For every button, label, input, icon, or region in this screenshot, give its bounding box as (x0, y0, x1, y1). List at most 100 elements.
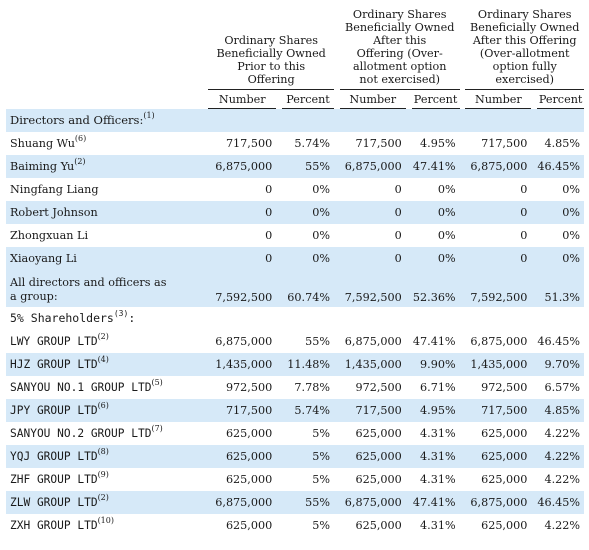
cell-n2: 1,435,000 (339, 353, 406, 376)
cell-n1: 0 (265, 229, 273, 242)
cell-n1: 6,875,000 (215, 335, 273, 348)
cell-n3: 625,000 (481, 519, 528, 532)
cell-p1: 11.48% (282, 353, 334, 376)
cell-n3: 717,500 (465, 399, 532, 422)
shareholder-row: JPY GROUP LTD(6) 717,500 5.74% 717,500 4.95%… (6, 399, 584, 422)
col-percent-3: Percent (537, 90, 584, 109)
cell-n1: 972,500 (225, 381, 273, 394)
cell-p2: 4.95% (420, 137, 456, 150)
cell-n3: 6,875,000 (465, 155, 532, 178)
cell-p1: 0% (312, 229, 330, 242)
row-name: Zhongxuan Li (10, 229, 89, 242)
cell-p3: 0% (537, 201, 584, 224)
section-directors-sup: (1) (143, 111, 155, 121)
director-row: Shuang Wu(6) 717,500 5.74% 717,500 4.95% 717,… (6, 132, 584, 155)
cell-p3: 4.85% (537, 399, 584, 422)
total-n3: 7,592,500 (465, 270, 532, 307)
footnote-ref: (6) (74, 134, 87, 144)
footnote-ref: (5) (151, 378, 163, 388)
cell-n2: 0 (339, 247, 406, 270)
cell-p3: 9.70% (537, 353, 584, 376)
cell-p2: 4.31% (411, 445, 460, 468)
cell-p3: 4.22% (537, 445, 584, 468)
row-name: Shuang Wu(6) (10, 134, 87, 150)
cell-p3: 46.45% (537, 491, 584, 514)
cell-n2: 717,500 (355, 137, 402, 150)
cell-p1: 5.74% (294, 137, 330, 150)
total-p1: 60.74% (282, 270, 334, 307)
footnote-ref: (4) (97, 355, 109, 365)
cell-n2: 6,875,000 (339, 491, 406, 514)
footnote-ref: (2) (97, 332, 109, 342)
director-row: Xiaoyang Li 0 0% 0 0% 0 0% (6, 247, 584, 270)
section-shareholders-sup: (3) (113, 309, 129, 319)
cell-n2: 625,000 (339, 445, 406, 468)
footnote-ref: (9) (97, 470, 109, 480)
section-directors-label: Directors and Officers: (10, 113, 144, 127)
director-row: Ningfang Liang 0 0% 0 0% 0 0% (6, 178, 584, 201)
ownership-table: Ordinary Shares Beneficially Owned Prior… (6, 8, 584, 537)
cell-p3: 4.22% (544, 473, 580, 486)
footnote-ref: (8) (97, 447, 109, 457)
cell-n1: 0 (265, 183, 273, 196)
cell-p3: 46.45% (537, 155, 584, 178)
cell-n1: 717,500 (225, 137, 273, 150)
row-name: Xiaoyang Li (6, 247, 209, 270)
cell-n2: 0 (394, 229, 402, 242)
footnote-ref: (2) (97, 493, 109, 503)
row-name: YQJ GROUP LTD(8) (6, 445, 209, 468)
header-after-offering-fully-exercised: Ordinary Shares Beneficially Owned After… (465, 8, 584, 90)
cell-p1: 7.78% (294, 381, 330, 394)
cell-n3: 625,000 (481, 427, 528, 440)
cell-p3: 4.85% (544, 137, 580, 150)
col-number-3: Number (465, 90, 532, 109)
cell-p3: 0% (562, 183, 580, 196)
shareholder-row: YQJ GROUP LTD(8) 625,000 5% 625,000 4.31% 625… (6, 445, 584, 468)
cell-n2: 625,000 (355, 519, 402, 532)
row-name: ZXH GROUP LTD(10) (10, 516, 114, 532)
cell-n1: 6,875,000 (208, 491, 277, 514)
shareholder-row: ZLW GROUP LTD(2) 6,875,000 55% 6,875,000 47.… (6, 491, 584, 514)
col-percent-2: Percent (411, 90, 460, 109)
cell-p1: 0% (282, 247, 334, 270)
row-name: Baiming Yu(2) (6, 155, 209, 178)
section-directors: Directors and Officers:(1) (6, 109, 584, 132)
cell-p1: 55% (282, 491, 334, 514)
cell-n1: 625,000 (225, 427, 273, 440)
cell-n1: 0 (208, 201, 277, 224)
footnote-ref: (2) (74, 157, 86, 167)
shareholder-row: ZHF GROUP LTD(9) 625,000 5% 625,000 4.31% 625… (6, 468, 584, 491)
cell-p2: 0% (437, 183, 456, 196)
row-name: JPY GROUP LTD(6) (6, 399, 209, 422)
cell-p2: 4.31% (420, 473, 456, 486)
section-shareholders: 5% Shareholders(3): (10, 309, 136, 325)
cell-n3: 6,875,000 (470, 335, 528, 348)
cell-p2: 9.90% (411, 353, 460, 376)
row-name: ZHF GROUP LTD(9) (10, 470, 109, 486)
cell-n3: 717,500 (481, 137, 528, 150)
cell-n3: 6,875,000 (465, 491, 532, 514)
cell-n3: 0 (520, 229, 528, 242)
director-row: Zhongxuan Li 0 0% 0 0% 0 0% (6, 224, 584, 247)
cell-p2: 4.31% (420, 427, 456, 440)
shareholder-row: HJZ GROUP LTD(4) 1,435,000 11.48% 1,435,000… (6, 353, 584, 376)
cell-p1: 5% (312, 473, 330, 486)
total-p2: 52.36% (411, 270, 460, 307)
cell-n1: 6,875,000 (208, 155, 277, 178)
cell-n3: 0 (465, 201, 532, 224)
col-number-1: Number (208, 90, 277, 109)
total-n2: 7,592,500 (339, 270, 406, 307)
row-name: LWY GROUP LTD(2) (10, 332, 109, 348)
col-percent-1: Percent (282, 90, 334, 109)
col-number-2: Number (339, 90, 406, 109)
cell-n1: 0 (208, 247, 277, 270)
cell-p3: 0% (537, 247, 584, 270)
section-shareholders-label: 5% Shareholders (10, 311, 114, 325)
cell-p2: 0% (411, 247, 460, 270)
total-label: All directors and officers as a group: (6, 270, 209, 307)
cell-n1: 625,000 (208, 445, 277, 468)
row-name: HJZ GROUP LTD(4) (6, 353, 209, 376)
cell-n1: 1,435,000 (208, 353, 277, 376)
cell-p3: 0% (562, 229, 580, 242)
cell-n2: 0 (394, 183, 402, 196)
